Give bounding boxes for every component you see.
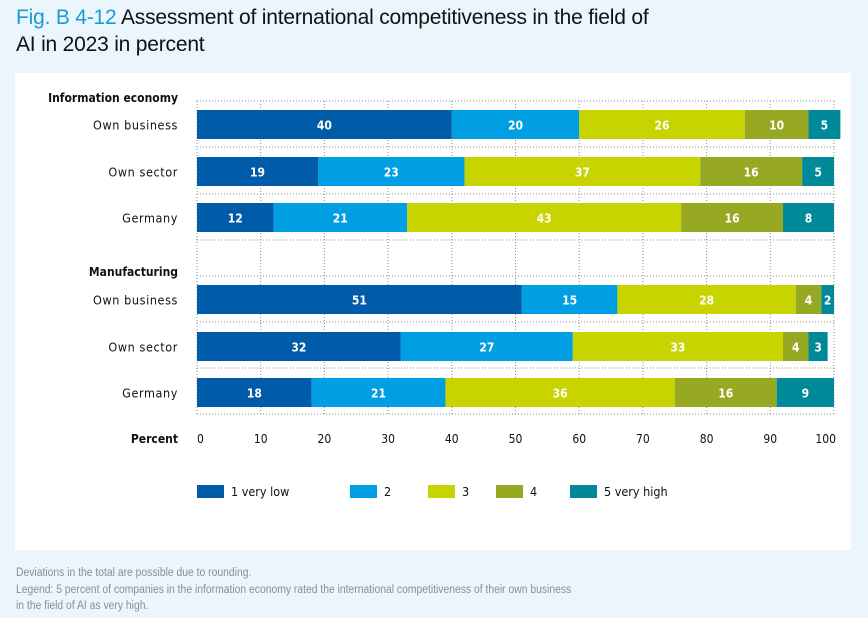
bar-segment bbox=[197, 332, 401, 361]
legend-label: 5 very high bbox=[604, 484, 668, 499]
data-label: 10 bbox=[769, 119, 784, 133]
figure-label: Fig. B 4-12 bbox=[16, 6, 117, 29]
data-label: 5 bbox=[814, 166, 822, 180]
bar-segment bbox=[681, 203, 784, 232]
title-line-2: AI in 2023 in percent bbox=[16, 33, 205, 56]
note-legend-line-1: Legend: 5 percent of companies in the in… bbox=[16, 583, 572, 596]
data-label: 36 bbox=[553, 387, 568, 401]
legend-swatch bbox=[428, 485, 455, 498]
bar-segment bbox=[802, 157, 834, 186]
bar-segment bbox=[451, 110, 580, 139]
data-label: 37 bbox=[575, 166, 590, 180]
data-label: 51 bbox=[352, 294, 367, 308]
category-label: Own sector bbox=[108, 165, 178, 180]
note-rounding: Deviations in the total are possible due… bbox=[16, 567, 252, 579]
bar-segment bbox=[783, 332, 809, 361]
category-label: Own sector bbox=[108, 340, 178, 355]
bar-segment bbox=[197, 157, 319, 186]
data-label: 40 bbox=[317, 119, 332, 133]
note-legend-line-2: in the field of AI as very high. bbox=[16, 600, 149, 613]
bar-segment bbox=[617, 285, 796, 314]
x-tick-label: 20 bbox=[318, 432, 332, 446]
data-label: 26 bbox=[654, 119, 669, 133]
x-tick-label: 0 bbox=[197, 432, 204, 446]
data-label: 18 bbox=[247, 387, 262, 401]
bar-segment bbox=[311, 378, 446, 407]
data-label: 23 bbox=[384, 166, 399, 180]
data-label: 20 bbox=[508, 119, 523, 133]
x-tick-label: 70 bbox=[636, 432, 650, 446]
bar-segment bbox=[579, 110, 745, 139]
bar-segment bbox=[572, 332, 784, 361]
x-tick-label: 100 bbox=[815, 432, 836, 446]
group-label: Manufacturing bbox=[89, 265, 178, 279]
data-label: 43 bbox=[537, 212, 552, 226]
bar-segment bbox=[795, 285, 822, 314]
group-label: Information economy bbox=[48, 91, 178, 105]
legend-label: 4 bbox=[530, 484, 537, 499]
x-tick-label: 40 bbox=[445, 432, 459, 446]
legend-swatch bbox=[570, 485, 597, 498]
data-label: 32 bbox=[291, 341, 306, 355]
data-label: 27 bbox=[479, 341, 494, 355]
bar-segment bbox=[821, 285, 834, 314]
bar-segment bbox=[776, 378, 834, 407]
bar-segment bbox=[197, 203, 274, 232]
bar-segment bbox=[674, 378, 777, 407]
data-label: 4 bbox=[805, 294, 813, 308]
legend-swatch bbox=[350, 485, 377, 498]
chart-title: Fig. B 4-12 Assessment of international … bbox=[16, 4, 776, 58]
bar-segment bbox=[783, 203, 834, 232]
bar-segment bbox=[744, 110, 809, 139]
bar-segment bbox=[197, 110, 452, 139]
legend-label: 2 bbox=[384, 484, 391, 499]
x-tick-label: 80 bbox=[700, 432, 714, 446]
legend-swatch bbox=[197, 485, 224, 498]
data-label: 21 bbox=[371, 387, 386, 401]
x-tick-label: 10 bbox=[254, 432, 268, 446]
title-line-1: Assessment of international competitiven… bbox=[121, 6, 649, 29]
x-axis-label: Percent bbox=[131, 432, 178, 446]
chart-notes: Deviations in the total are possible due… bbox=[16, 565, 772, 615]
data-label: 19 bbox=[250, 166, 265, 180]
data-label: 33 bbox=[670, 341, 685, 355]
legend-swatch bbox=[496, 485, 523, 498]
bar-segment bbox=[197, 285, 522, 314]
legend-label: 3 bbox=[462, 484, 469, 499]
data-label: 5 bbox=[821, 119, 829, 133]
bar-segment bbox=[808, 110, 841, 139]
data-label: 16 bbox=[744, 166, 759, 180]
legend-label: 1 very low bbox=[231, 484, 289, 499]
bar-segment bbox=[808, 332, 828, 361]
data-label: 21 bbox=[333, 212, 348, 226]
data-label: 4 bbox=[792, 341, 800, 355]
bar-segment bbox=[273, 203, 408, 232]
bar-segment bbox=[407, 203, 682, 232]
category-label: Germany bbox=[122, 386, 178, 401]
data-label: 16 bbox=[718, 387, 733, 401]
category-label: Own business bbox=[93, 293, 178, 308]
bar-segment bbox=[400, 332, 573, 361]
bar-segment bbox=[700, 157, 803, 186]
data-label: 12 bbox=[228, 212, 243, 226]
data-label: 16 bbox=[725, 212, 740, 226]
category-label: Own business bbox=[93, 118, 178, 133]
data-label: 3 bbox=[814, 341, 822, 355]
x-tick-label: 50 bbox=[509, 432, 523, 446]
x-tick-label: 60 bbox=[572, 432, 586, 446]
data-label: 2 bbox=[824, 294, 832, 308]
data-label: 15 bbox=[562, 294, 577, 308]
bar-segment bbox=[464, 157, 701, 186]
bar-segment bbox=[445, 378, 675, 407]
x-tick-label: 90 bbox=[763, 432, 777, 446]
bar-segment bbox=[318, 157, 465, 186]
category-label: Germany bbox=[122, 211, 178, 226]
data-label: 28 bbox=[699, 294, 714, 308]
data-label: 8 bbox=[805, 212, 813, 226]
data-label: 9 bbox=[802, 387, 810, 401]
bar-segment bbox=[521, 285, 618, 314]
x-tick-label: 30 bbox=[381, 432, 395, 446]
bar-segment bbox=[197, 378, 312, 407]
